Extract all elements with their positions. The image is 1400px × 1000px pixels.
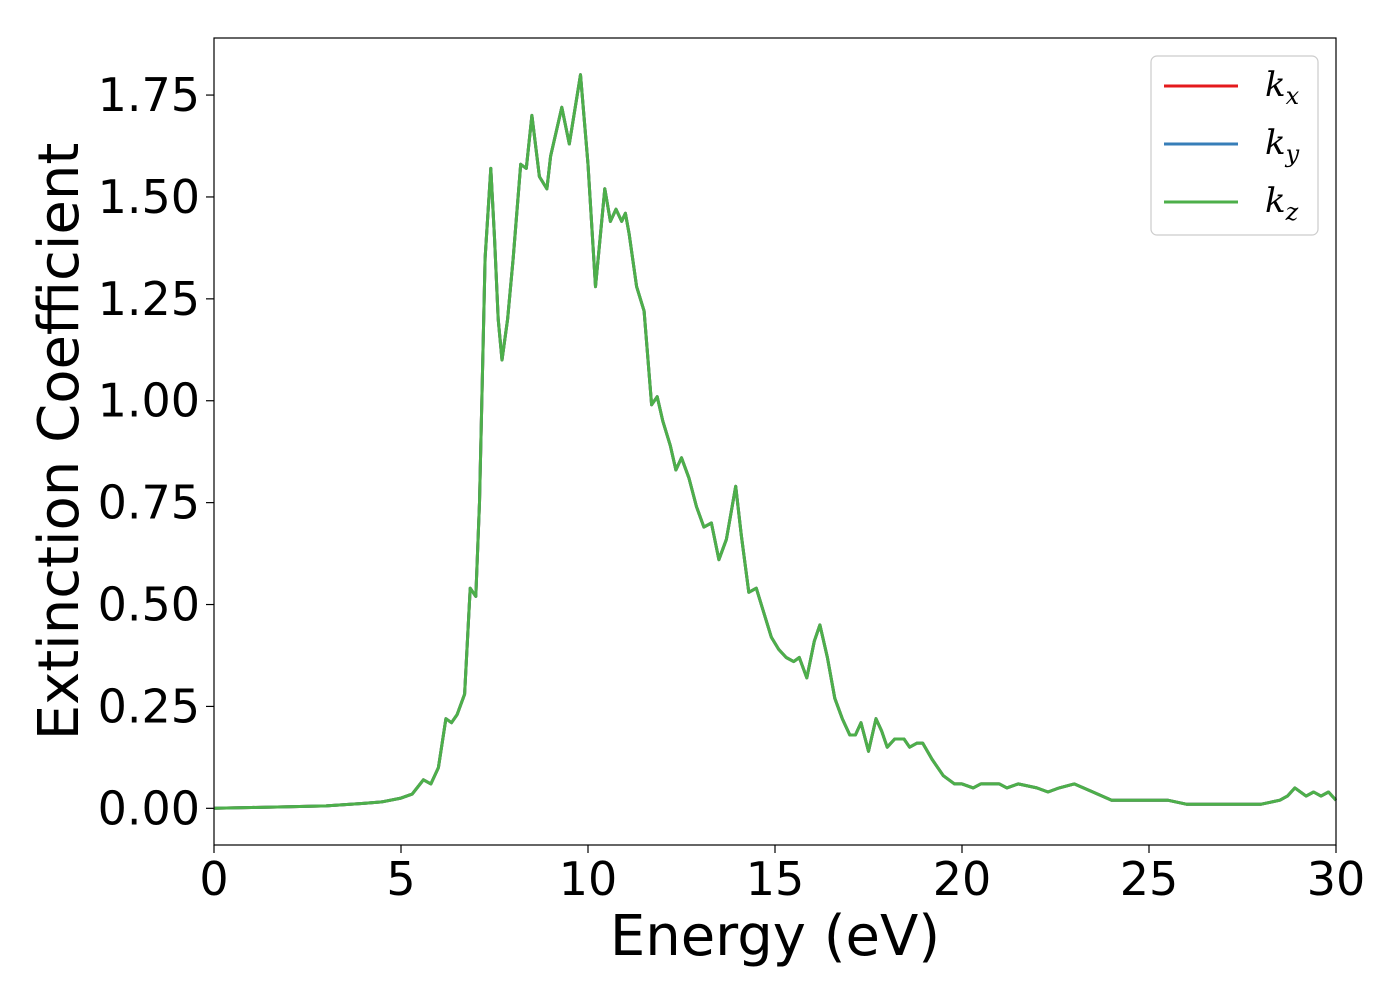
y-tick-label: 0.25	[98, 679, 200, 733]
x-tick-label: 30	[1307, 852, 1366, 906]
x-tick-label: 15	[746, 852, 805, 906]
x-tick-label: 25	[1120, 852, 1179, 906]
legend-label-x: kx	[1265, 65, 1300, 110]
x-tick-label: 0	[199, 852, 228, 906]
y-axis-label: Extinction Coefficient	[27, 143, 92, 741]
y-tick-label: 0.75	[98, 476, 200, 530]
legend-label-y: ky	[1265, 123, 1300, 168]
x-axis-label: Energy (eV)	[610, 904, 940, 969]
x-tick-label: 20	[933, 852, 992, 906]
y-axis: 0.00 0.25 0.50 0.75 1.00 1.25 1.50 1.75	[98, 68, 214, 835]
legend: kx ky kz	[1150, 55, 1319, 236]
y-tick-label: 1.00	[98, 374, 200, 428]
x-tick-label: 5	[386, 852, 415, 906]
y-tick-label: 1.75	[98, 68, 200, 122]
y-tick-label: 0.50	[98, 578, 200, 632]
y-tick-label: 1.25	[98, 272, 200, 326]
x-tick-label: 10	[559, 852, 618, 906]
x-axis: 0 5 10 15 20 25 30	[199, 845, 1365, 906]
y-tick-label: 1.50	[98, 170, 200, 224]
legend-label-z: kz	[1265, 181, 1299, 226]
series-line-z	[213, 73, 1338, 810]
series-layer	[213, 73, 1338, 810]
y-tick-label: 0.00	[98, 781, 200, 835]
